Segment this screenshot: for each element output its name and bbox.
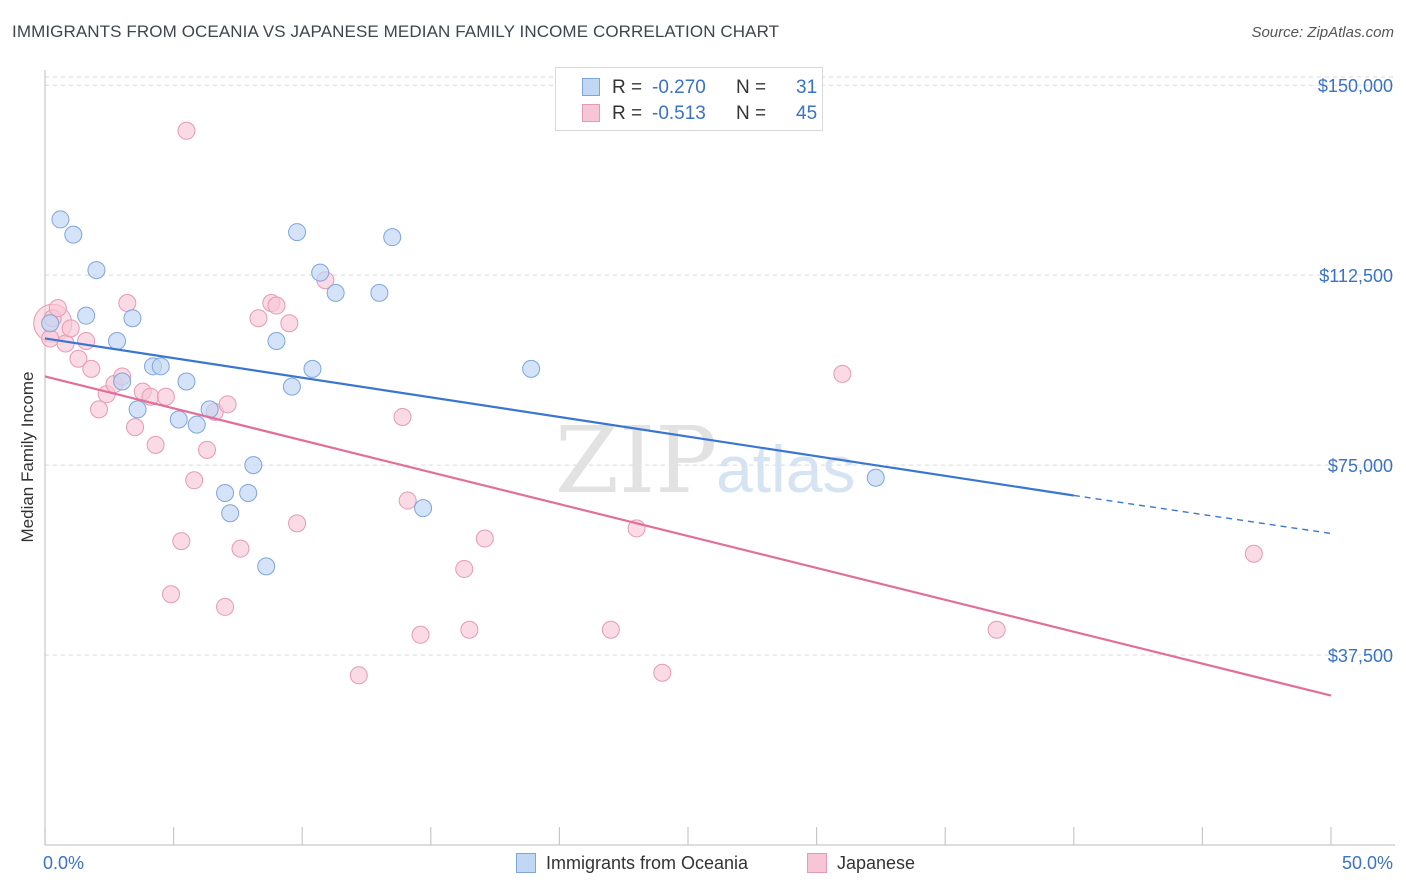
legend-n-label: N = bbox=[736, 103, 767, 124]
japanese-point bbox=[267, 296, 286, 315]
oceania-point bbox=[169, 410, 188, 429]
legend-swatch-oceania bbox=[582, 78, 600, 96]
japanese-point bbox=[455, 559, 474, 578]
oceania-point bbox=[151, 357, 170, 376]
oceania-point bbox=[187, 415, 206, 434]
oceania-point bbox=[866, 468, 885, 487]
oceania-point bbox=[414, 499, 433, 518]
oceania-point bbox=[326, 283, 345, 302]
oceania-point bbox=[64, 225, 83, 244]
legend-swatch-japanese bbox=[582, 104, 600, 122]
oceania-point bbox=[113, 372, 132, 391]
oceania-point bbox=[41, 314, 60, 333]
y-tick-label: $112,500 bbox=[1319, 266, 1393, 286]
japanese-point bbox=[90, 400, 109, 419]
oceania-trend-extension bbox=[1073, 494, 1332, 535]
japanese-point bbox=[185, 471, 204, 490]
japanese-point bbox=[61, 319, 80, 338]
japanese-point bbox=[1244, 544, 1263, 563]
japanese-point bbox=[172, 532, 191, 551]
oceania-point bbox=[108, 331, 127, 350]
japanese-point bbox=[349, 666, 368, 685]
japanese-point bbox=[156, 387, 175, 406]
japanese-point bbox=[460, 620, 479, 639]
japanese-trend-line bbox=[44, 375, 1332, 697]
japanese-point bbox=[126, 418, 145, 437]
japanese-point bbox=[146, 435, 165, 454]
japanese-point bbox=[398, 491, 417, 510]
japanese-point bbox=[77, 331, 96, 350]
correlation-legend: R = -0.270 N = 31 R = -0.513 N = 45 bbox=[555, 67, 823, 131]
japanese-point bbox=[393, 407, 412, 426]
oceania-point bbox=[123, 309, 142, 328]
y-tick-label: $37,500 bbox=[1328, 646, 1393, 666]
japanese-point bbox=[601, 620, 620, 639]
oceania-point bbox=[303, 359, 322, 378]
japanese-point bbox=[288, 514, 307, 533]
legend-r-value: -0.270 bbox=[652, 77, 706, 98]
japanese-point bbox=[118, 294, 137, 313]
y-tick-label: $75,000 bbox=[1328, 456, 1393, 476]
japanese-point bbox=[82, 359, 101, 378]
oceania-point bbox=[87, 261, 106, 280]
bottom-legend-swatch-oceania bbox=[516, 853, 536, 873]
japanese-point bbox=[177, 121, 196, 140]
bottom-legend-label-oceania: Immigrants from Oceania bbox=[546, 853, 749, 873]
japanese-point bbox=[833, 364, 852, 383]
legend-n-label: N = bbox=[736, 77, 767, 98]
oceania-point bbox=[370, 283, 389, 302]
japanese-point bbox=[231, 539, 250, 558]
japanese-point bbox=[218, 395, 237, 414]
oceania-point bbox=[282, 377, 301, 396]
oceania-point bbox=[128, 400, 147, 419]
oceania-point bbox=[51, 210, 70, 229]
bottom-legend-swatch-japanese bbox=[807, 853, 827, 873]
japanese-point bbox=[198, 440, 217, 459]
bottom-legend-label-japanese: Japanese bbox=[837, 853, 916, 873]
japanese-point bbox=[280, 314, 299, 333]
oceania-point bbox=[177, 372, 196, 391]
japanese-point bbox=[475, 529, 494, 548]
oceania-point bbox=[77, 306, 96, 325]
oceania-point bbox=[216, 483, 235, 502]
oceania-trend-line bbox=[44, 337, 1074, 497]
japanese-point bbox=[411, 625, 430, 644]
oceania-point bbox=[267, 331, 286, 350]
watermark-zip: ZIP bbox=[555, 407, 717, 514]
legend-n-value: 45 bbox=[796, 103, 818, 124]
source-label: Source: ZipAtlas.com bbox=[1251, 24, 1394, 41]
oceania-point bbox=[239, 483, 258, 502]
x-tick-label: 50.0% bbox=[1342, 853, 1393, 873]
japanese-point bbox=[48, 299, 67, 318]
oceania-point bbox=[383, 228, 402, 247]
japanese-point bbox=[69, 349, 88, 368]
japanese-point bbox=[653, 663, 672, 682]
legend-r-label: R = bbox=[612, 103, 643, 124]
oceania-point bbox=[221, 504, 240, 523]
y-tick-label: $150,000 bbox=[1318, 76, 1393, 96]
japanese-point bbox=[216, 597, 235, 616]
legend-r-value: -0.513 bbox=[652, 103, 706, 124]
x-tick-label: 0.0% bbox=[43, 853, 84, 873]
oceania-point bbox=[311, 263, 330, 282]
oceania-point bbox=[244, 456, 263, 475]
chart-title: IMMIGRANTS FROM OCEANIA VS JAPANESE MEDI… bbox=[12, 22, 780, 41]
oceania-point bbox=[288, 223, 307, 242]
japanese-point bbox=[987, 620, 1006, 639]
oceania-point bbox=[522, 359, 541, 378]
japanese-point bbox=[249, 309, 268, 328]
japanese-point bbox=[162, 585, 181, 604]
legend-r-label: R = bbox=[612, 77, 643, 98]
legend-n-value: 31 bbox=[796, 77, 818, 98]
y-axis-label: Median Family Income bbox=[18, 371, 37, 542]
oceania-point bbox=[257, 557, 276, 576]
